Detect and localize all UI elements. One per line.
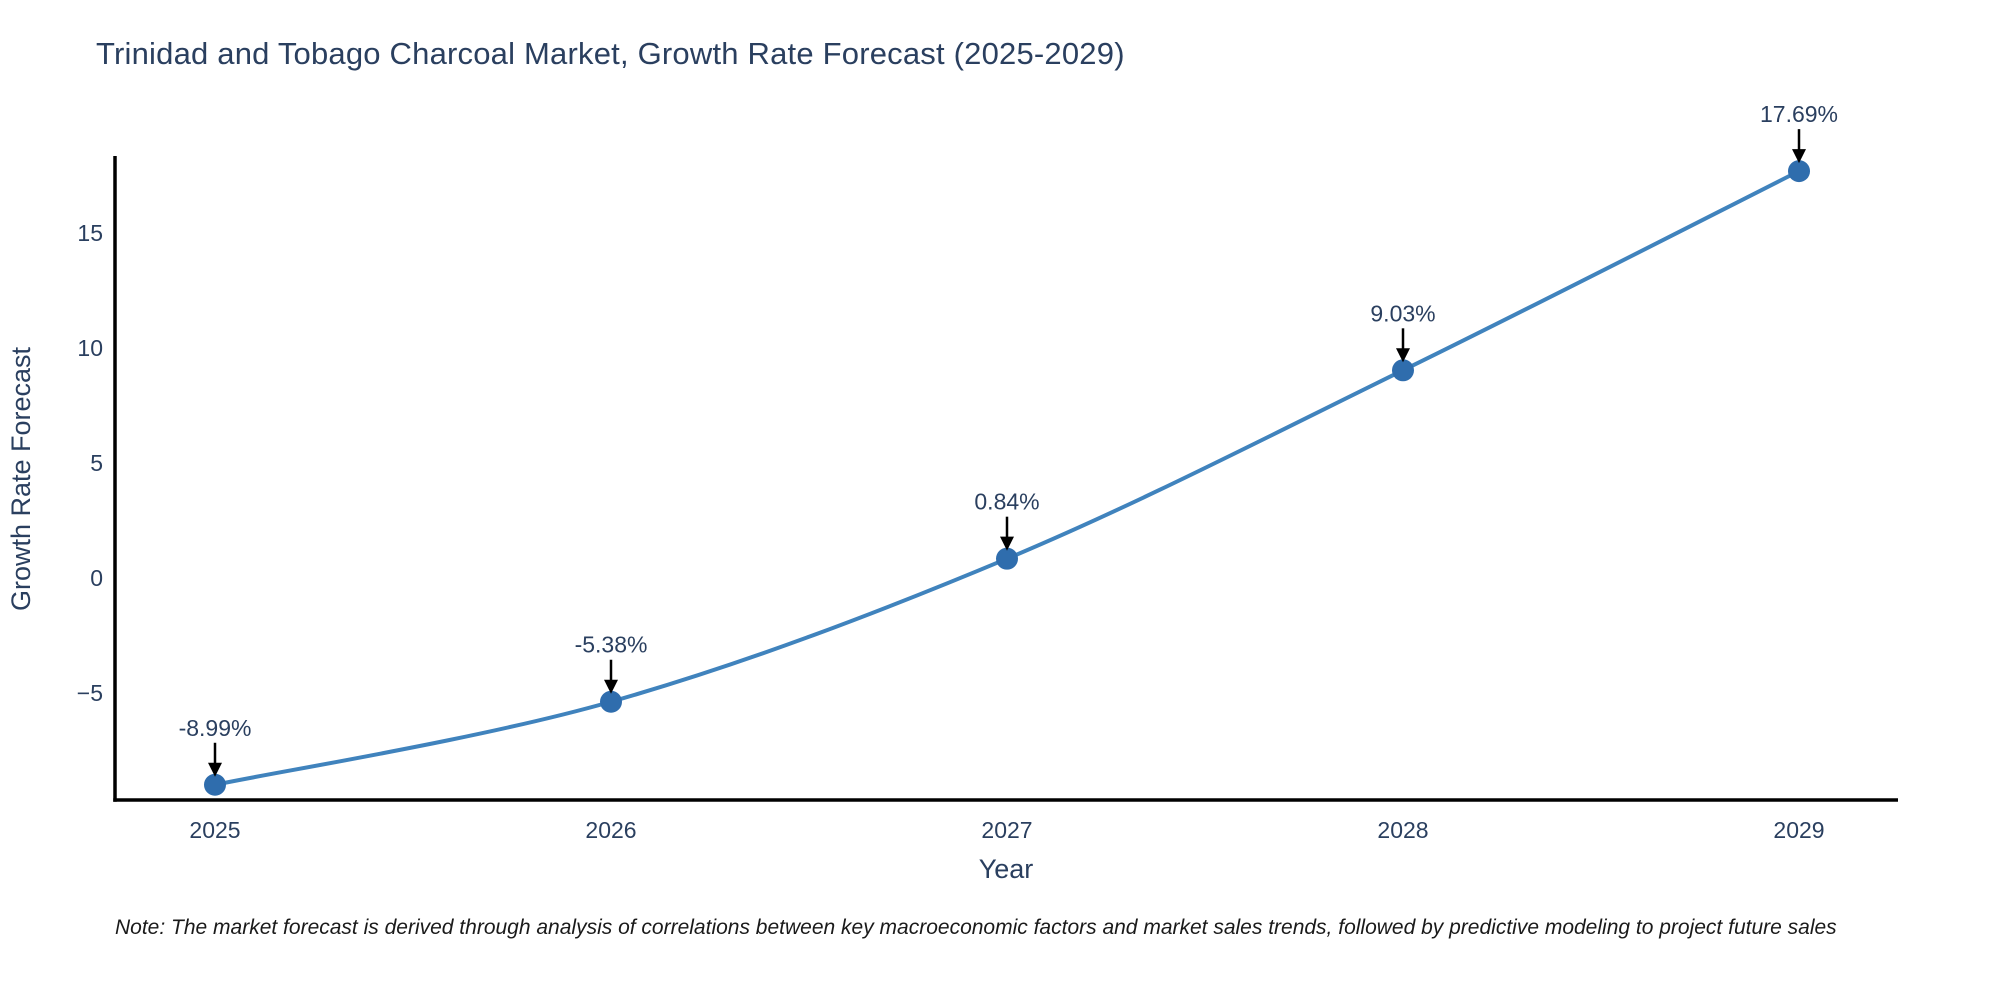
axes [113,156,1898,802]
point-label: -5.38% [575,632,648,658]
point-label: 17.69% [1760,101,1838,127]
data-points [204,160,1810,796]
y-tick-label: 10 [77,335,103,361]
y-axis-title: Growth Rate Forecast [6,346,36,611]
series-line [213,169,1801,787]
x-axis-title: Year [979,854,1034,884]
y-axis-ticks: 15 10 5 0 −5 [77,220,103,706]
data-point-marker [996,547,1018,570]
annotation-arrowhead [1396,348,1410,363]
x-tick-label: 2025 [189,817,240,843]
point-annotations: -8.99% -5.38% 0.84% 9.03% 17.69% [179,101,1838,777]
chart-title: Trinidad and Tobago Charcoal Market, Gro… [96,36,1125,71]
annotation-arrowhead [1792,149,1806,164]
annotation-arrowhead [604,679,618,694]
x-tick-label: 2029 [1773,817,1824,843]
y-tick-label: 15 [77,220,103,246]
x-axis-ticks: 2025 2026 2027 2028 2029 [189,817,1824,843]
point-label: -8.99% [179,715,252,741]
x-tick-label: 2026 [585,817,636,843]
data-point-marker [204,773,226,796]
footnote: Note: The market forecast is derived thr… [115,916,1837,939]
y-tick-label: 5 [90,450,103,476]
y-tick-label: −5 [77,680,103,706]
data-point-marker [600,690,622,713]
point-label: 0.84% [974,489,1039,515]
data-point-marker [1788,160,1810,183]
x-tick-label: 2028 [1377,817,1428,843]
annotation-arrowhead [208,762,222,777]
data-point-marker [1392,359,1414,382]
y-tick-label: 0 [90,565,103,591]
x-tick-label: 2027 [981,817,1032,843]
point-label: 9.03% [1370,300,1435,326]
annotation-arrowhead [1000,536,1014,551]
